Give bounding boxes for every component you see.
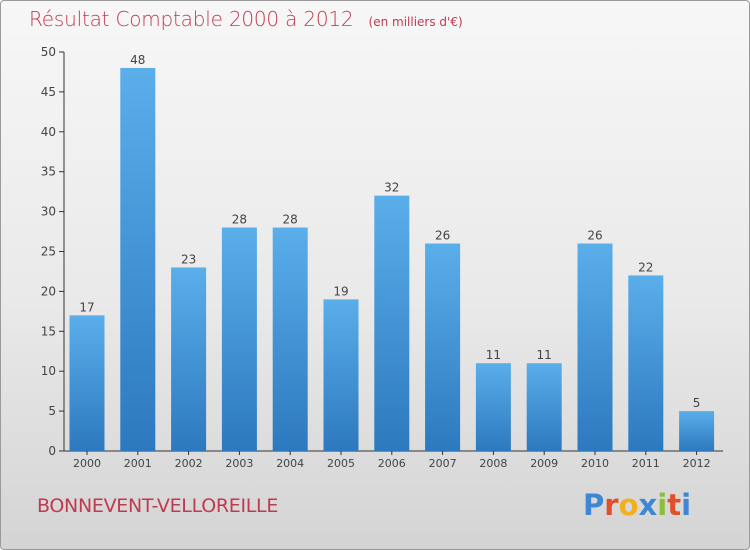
brand-letter: P xyxy=(583,488,605,522)
brand-letter: o xyxy=(618,488,639,522)
bar xyxy=(171,267,207,451)
brand-letter: i xyxy=(657,488,668,522)
bar-value-label: 11 xyxy=(537,348,552,362)
x-tick-label: 2001 xyxy=(124,457,152,470)
brand-letter: i xyxy=(681,488,692,522)
y-tick-label: 45 xyxy=(41,85,56,99)
brand-letter: t xyxy=(667,488,682,522)
bar xyxy=(272,227,308,451)
bar-value-label: 32 xyxy=(384,181,399,195)
bar-value-label: 22 xyxy=(638,260,653,274)
chart-title: Résultat Comptable 2000 à 2012 xyxy=(29,7,354,31)
bar xyxy=(526,363,562,451)
y-tick-label: 0 xyxy=(48,444,56,458)
plot-area: 0 5 10 15 20 25 30 35 40 45 50 17 2000 48 2001 23 2002 28… xyxy=(41,45,723,470)
bar xyxy=(374,195,410,451)
x-tick-label: 2009 xyxy=(530,457,558,470)
brand-letter: x xyxy=(638,488,658,522)
bar xyxy=(69,315,105,451)
y-tick-label: 50 xyxy=(41,45,56,59)
brand-logo: Proxiti xyxy=(583,488,691,522)
y-tick-label: 35 xyxy=(41,165,56,179)
y-tick-label: 25 xyxy=(41,245,56,259)
x-tick-label: 2010 xyxy=(581,457,609,470)
bar-value-label: 19 xyxy=(333,284,348,298)
bar-value-label: 26 xyxy=(435,229,450,243)
bar xyxy=(221,227,257,451)
bar-value-label: 48 xyxy=(130,53,145,67)
chart-subtitle: (en milliers d'€) xyxy=(368,15,463,29)
x-tick-label: 2011 xyxy=(632,457,660,470)
bar-value-label: 28 xyxy=(232,213,247,227)
bar-value-label: 5 xyxy=(693,396,701,410)
bar xyxy=(425,243,461,451)
x-tick-label: 2004 xyxy=(276,457,304,470)
bar-value-label: 26 xyxy=(587,229,602,243)
y-tick-label: 5 xyxy=(48,404,56,418)
x-tick-label: 2008 xyxy=(479,457,507,470)
x-tick-label: 2005 xyxy=(327,457,355,470)
y-tick-label: 10 xyxy=(41,364,56,378)
x-tick-label: 2003 xyxy=(225,457,253,470)
y-tick-label: 15 xyxy=(41,324,56,338)
brand-letter: r xyxy=(604,488,619,522)
bar-value-label: 28 xyxy=(283,213,298,227)
bar xyxy=(577,243,613,451)
bar-value-label: 23 xyxy=(181,252,196,266)
y-tick-label: 20 xyxy=(41,284,56,298)
bar xyxy=(120,67,156,452)
bar-value-label: 11 xyxy=(486,348,501,362)
x-tick-label: 2012 xyxy=(683,457,711,470)
bar xyxy=(679,411,715,451)
y-tick-label: 40 xyxy=(41,125,56,139)
x-tick-label: 2002 xyxy=(175,457,203,470)
y-tick-label: 30 xyxy=(41,205,56,219)
x-tick-label: 2007 xyxy=(429,457,457,470)
chart-title-block: Résultat Comptable 2000 à 2012 (en milli… xyxy=(29,7,463,31)
x-tick-label: 2006 xyxy=(378,457,406,470)
bar xyxy=(475,363,511,451)
bar xyxy=(628,275,664,451)
bar xyxy=(323,299,359,451)
x-tick-label: 2000 xyxy=(73,457,101,470)
bar-value-label: 17 xyxy=(79,300,94,314)
commune-name: BONNEVENT-VELLOREILLE xyxy=(37,495,279,517)
